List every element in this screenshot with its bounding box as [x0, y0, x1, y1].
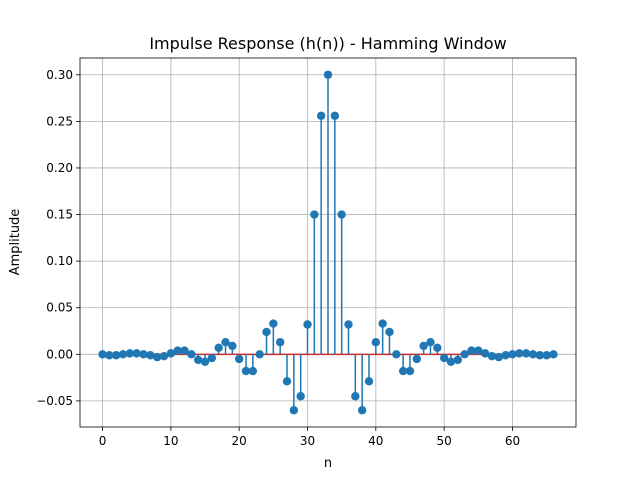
stem-marker [146, 351, 155, 360]
stem-marker [378, 319, 387, 328]
chart-title: Impulse Response (h(n)) - Hamming Window [149, 34, 506, 53]
stem-marker [105, 351, 114, 360]
y-tick-label: −0.05 [36, 394, 73, 408]
stem-marker [460, 350, 469, 359]
stem-marker [180, 346, 189, 355]
stem-marker [330, 111, 340, 120]
stem-marker [439, 353, 449, 363]
stem-marker [132, 349, 141, 358]
x-tick-label: 30 [300, 434, 315, 448]
stem-marker [228, 341, 237, 351]
stem-marker [125, 349, 135, 358]
stem-marker [426, 338, 435, 347]
y-tick-label: 0.05 [46, 301, 73, 315]
stem-marker [173, 346, 182, 355]
stem-marker [535, 351, 544, 360]
x-tick-label: 0 [99, 434, 107, 448]
stem-marker [214, 343, 223, 352]
stem-marker [398, 366, 408, 376]
stem-marker [221, 338, 230, 347]
stem-marker [371, 338, 381, 347]
stem-marker [323, 70, 333, 79]
stem-marker [303, 320, 312, 329]
stem-marker [207, 353, 217, 363]
stem-marker [269, 319, 278, 328]
stem-marker [467, 346, 476, 355]
ticks: 0 10 20 30 40 50 60 −0.05 0.00 0.05 0.10 0.15 0.20 0.… [36, 68, 520, 448]
markers [98, 70, 558, 415]
stem-marker [262, 327, 271, 337]
stem-marker [419, 341, 428, 351]
stem-marker [392, 350, 401, 359]
stem-marker [501, 351, 510, 360]
y-tick-label: 0.25 [46, 114, 73, 128]
stem-marker [282, 377, 292, 386]
stem-marker [248, 366, 258, 376]
stem-marker [508, 350, 517, 359]
stem-marker [494, 352, 503, 362]
stem-marker [98, 350, 107, 359]
x-tick-label: 40 [368, 434, 383, 448]
stem-marker [159, 351, 169, 361]
stem-marker [542, 351, 551, 360]
stem-marker [337, 210, 346, 219]
stem-marker [289, 406, 299, 415]
y-tick-label: 0.10 [46, 254, 73, 268]
stem-marker [344, 320, 353, 329]
x-tick-label: 50 [437, 434, 452, 448]
plot-area-frame [79, 57, 577, 428]
x-tick-label: 60 [505, 434, 520, 448]
stem-marker [139, 350, 148, 359]
stem-marker [521, 349, 531, 358]
stem-marker [112, 351, 121, 360]
stem-marker [385, 327, 394, 337]
y-tick-label: 0.15 [46, 208, 73, 222]
stem-marker [474, 346, 483, 355]
stem-marker [405, 366, 415, 376]
stem-marker [446, 357, 456, 366]
stem-marker [193, 355, 203, 365]
y-tick-label: 0.20 [46, 161, 73, 175]
stem-marker [166, 349, 176, 358]
stem-marker [118, 350, 128, 359]
stem-marker [549, 350, 558, 359]
stem-marker [351, 392, 360, 401]
stem-marker [187, 350, 196, 359]
stem-marker [357, 406, 367, 415]
stem-marker [275, 338, 285, 347]
stem-marker [453, 355, 463, 365]
x-axis-label: n [324, 456, 332, 471]
stem-marker [241, 366, 251, 376]
stem-marker [200, 357, 210, 366]
stem-marker [316, 111, 326, 120]
stem-marker [487, 351, 497, 361]
stem-marker [364, 377, 374, 386]
y-axis-label: Amplitude [8, 209, 23, 276]
x-tick-label: 20 [232, 434, 247, 448]
stem-marker [234, 354, 244, 364]
stem-marker [412, 354, 422, 364]
stem-marker [433, 343, 442, 352]
stem-marker [515, 349, 524, 358]
x-tick-label: 10 [163, 434, 178, 448]
y-tick-label: 0.30 [46, 68, 73, 82]
stem-marker [310, 210, 319, 219]
stem-marker [480, 349, 490, 358]
stem-marker [528, 350, 538, 359]
stem-marker [255, 350, 264, 359]
stem-marker [153, 352, 162, 362]
stem-marker [296, 392, 305, 401]
y-tick-label: 0.00 [46, 347, 73, 361]
